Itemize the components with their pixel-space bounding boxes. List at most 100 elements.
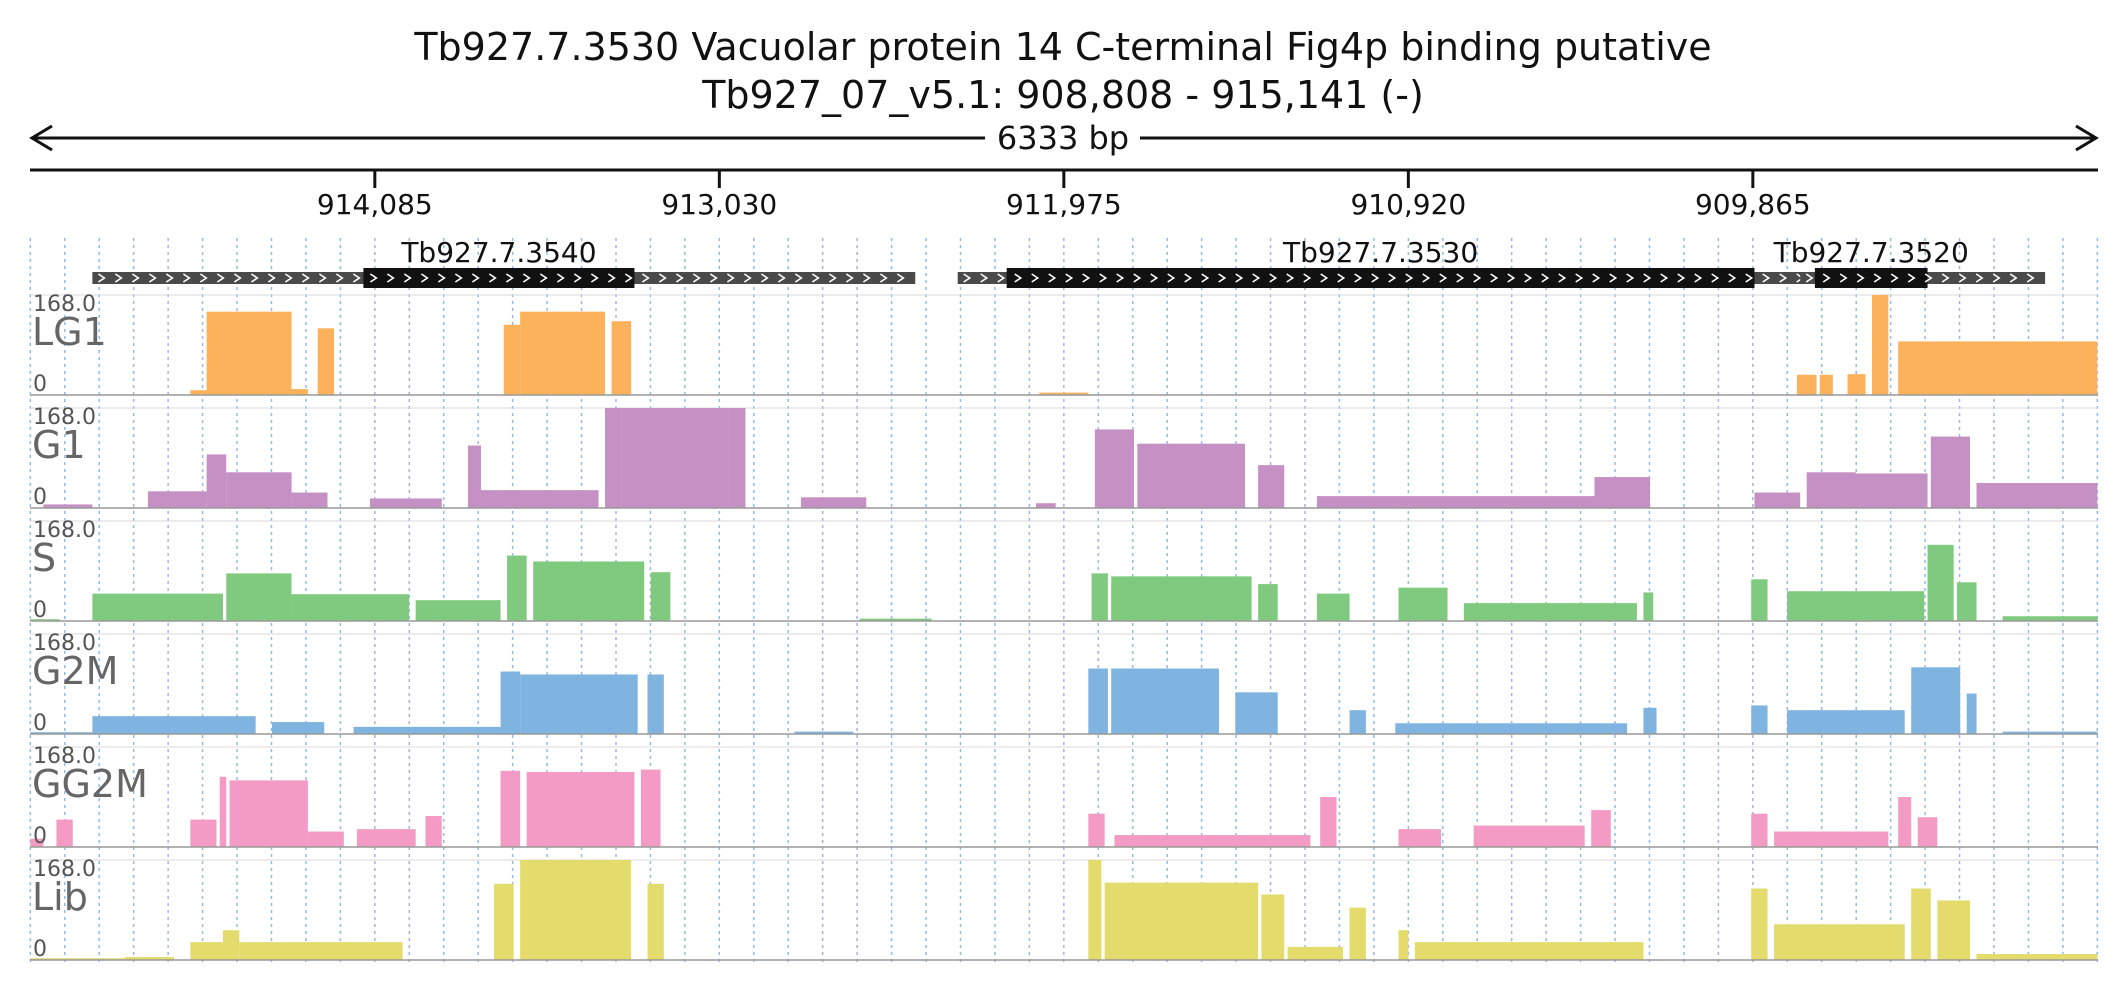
gene-strand-arrow bbox=[777, 273, 786, 283]
coverage-block bbox=[1917, 817, 1938, 847]
ruler-tick-label: 914,085 bbox=[317, 188, 433, 221]
gene-strand-arrow bbox=[963, 273, 972, 283]
gene-strand-arrow bbox=[1456, 273, 1465, 283]
gene-strand-arrow bbox=[1541, 273, 1550, 283]
coverage-block bbox=[206, 454, 227, 508]
gene-strand-arrow bbox=[1941, 273, 1950, 283]
coverage-block bbox=[1398, 587, 1448, 621]
coverage-block bbox=[1819, 374, 1833, 395]
track-max-label: 168.0 bbox=[33, 744, 96, 769]
coverage-block bbox=[1349, 710, 1366, 734]
gene-label: Tb927.7.3520 bbox=[1773, 236, 1969, 269]
gene-strand-arrow bbox=[624, 273, 633, 283]
coverage-block bbox=[1751, 813, 1768, 847]
track-name-label: G1 bbox=[32, 423, 86, 467]
coverage-block bbox=[317, 328, 335, 395]
gene-strand-arrow bbox=[1048, 273, 1057, 283]
gene-strand-arrow bbox=[1235, 273, 1244, 283]
gene-strand-arrow bbox=[1116, 273, 1125, 283]
gene-strand-arrow bbox=[1779, 273, 1788, 283]
coverage-block bbox=[1414, 942, 1644, 960]
coverage-block bbox=[239, 942, 403, 960]
gene-cds-bar bbox=[1814, 268, 1928, 288]
gene-strand-arrow bbox=[641, 273, 650, 283]
coverage-block bbox=[1395, 723, 1628, 734]
gene-strand-arrow bbox=[1099, 273, 1108, 283]
gene-strand-arrow bbox=[301, 273, 310, 283]
coverage-block bbox=[1398, 930, 1409, 960]
coverage-block bbox=[229, 780, 308, 847]
gene-strand-arrow bbox=[1592, 273, 1601, 283]
coverage-block bbox=[647, 883, 664, 960]
coverage-block bbox=[650, 572, 671, 621]
gene-strand-arrow bbox=[1252, 273, 1261, 283]
gene-strand-arrow bbox=[522, 273, 531, 283]
gene-strand-arrow bbox=[386, 273, 395, 283]
gene-strand-arrow bbox=[2026, 273, 2035, 283]
gene-strand-arrow bbox=[726, 273, 735, 283]
coverage-block bbox=[859, 618, 932, 621]
coverage-block bbox=[30, 732, 93, 734]
track-max-label: 168.0 bbox=[33, 405, 96, 430]
gene-strand-arrow bbox=[1354, 273, 1363, 283]
coverage-block bbox=[1111, 576, 1252, 621]
gene-strand-arrow bbox=[980, 273, 989, 283]
coverage-block bbox=[2002, 616, 2098, 621]
coverage-block bbox=[1398, 829, 1441, 847]
track-name-label: LG1 bbox=[32, 310, 107, 354]
gene-strand-arrow bbox=[1405, 273, 1414, 283]
gene-strand-arrow bbox=[692, 273, 701, 283]
gene-cds-bar bbox=[363, 268, 635, 288]
gene-strand-arrow bbox=[1839, 273, 1848, 283]
gene-strand-arrow bbox=[658, 273, 667, 283]
gene-strand-arrow bbox=[318, 273, 327, 283]
gene-strand-arrow bbox=[1558, 273, 1567, 283]
coverage-block bbox=[1898, 797, 1912, 847]
coverage-block bbox=[1911, 888, 1931, 960]
gene-strand-arrow bbox=[590, 273, 599, 283]
coverage-block bbox=[1235, 692, 1278, 734]
coverage-block bbox=[533, 561, 645, 621]
coverage-block bbox=[43, 504, 93, 508]
coverage-block bbox=[30, 838, 44, 847]
coverage-block bbox=[307, 831, 344, 847]
coverage-block bbox=[520, 860, 632, 960]
gene-strand-arrow bbox=[1218, 273, 1227, 283]
coverage-block bbox=[1796, 374, 1817, 395]
gene-strand-arrow bbox=[573, 273, 582, 283]
coverage-block bbox=[30, 958, 126, 960]
gene-strand-arrow bbox=[1320, 273, 1329, 283]
coverage-block bbox=[271, 722, 325, 734]
gene-strand-arrow bbox=[369, 273, 378, 283]
gene-strand-arrow bbox=[539, 273, 548, 283]
span-length-label: 6333 bp bbox=[997, 119, 1129, 157]
coverage-block bbox=[503, 324, 521, 395]
coverage-block bbox=[800, 497, 867, 508]
ruler-tick-label: 911,975 bbox=[1006, 188, 1122, 221]
track-max-label: 168.0 bbox=[33, 631, 96, 656]
coverage-block bbox=[1787, 710, 1905, 734]
gene-strand-arrow bbox=[2009, 273, 2018, 283]
coverage-block bbox=[1137, 443, 1246, 508]
coverage-block bbox=[640, 769, 661, 847]
gene-label: Tb927.7.3530 bbox=[1282, 236, 1478, 269]
gene-strand-arrow bbox=[182, 273, 191, 283]
gene-label: Tb927.7.3540 bbox=[400, 236, 596, 269]
coverage-block bbox=[1463, 603, 1637, 621]
coverage-block bbox=[415, 600, 501, 621]
gene-strand-arrow bbox=[199, 273, 208, 283]
gene-strand-arrow bbox=[1286, 273, 1295, 283]
coverage-block bbox=[291, 492, 328, 508]
track-min-label: 0 bbox=[33, 598, 47, 623]
gene-strand-arrow bbox=[743, 273, 752, 283]
gene-strand-arrow bbox=[760, 273, 769, 283]
coverage-block bbox=[190, 390, 207, 395]
gene-strand-arrow bbox=[148, 273, 157, 283]
coverage-block bbox=[356, 829, 416, 847]
gene-strand-arrow bbox=[131, 273, 140, 283]
gene-strand-arrow bbox=[352, 273, 361, 283]
gene-strand-arrow bbox=[1014, 273, 1023, 283]
gene-strand-arrow bbox=[1660, 273, 1669, 283]
gene-strand-arrow bbox=[794, 273, 803, 283]
coverage-block bbox=[467, 445, 481, 508]
